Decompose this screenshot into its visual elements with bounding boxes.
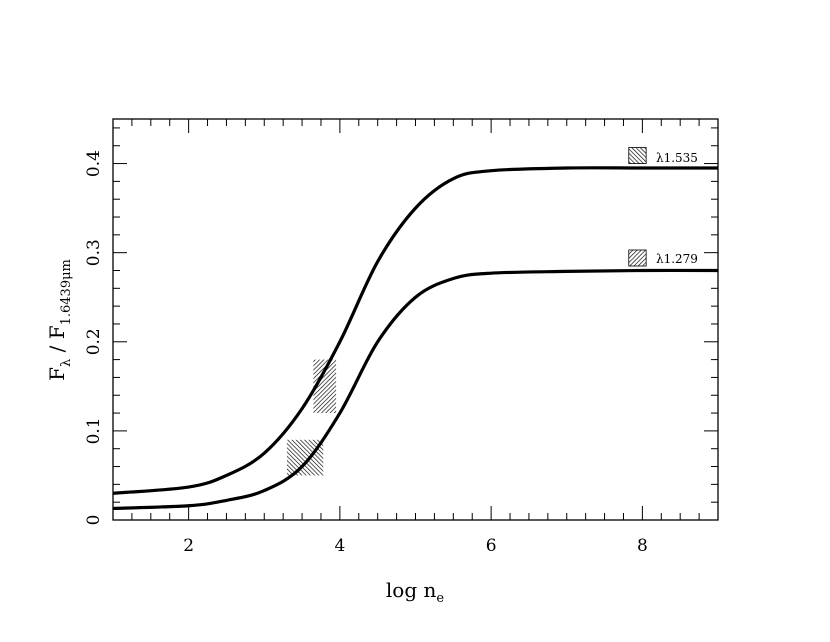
curve-label-text: λ1.279 bbox=[656, 252, 698, 266]
curve-label-swatch bbox=[628, 147, 647, 164]
plot-border bbox=[112, 118, 719, 521]
series-lines bbox=[112, 166, 719, 511]
y-axis-title: Fλ / F1.6439μm bbox=[45, 259, 74, 381]
y-tick-label: 0.3 bbox=[84, 239, 104, 266]
axis-ticks bbox=[113, 119, 718, 520]
x-tick-label: 6 bbox=[486, 536, 497, 556]
curve-label-swatch bbox=[628, 249, 647, 267]
y-tick-label: 0.4 bbox=[84, 150, 104, 177]
x-tick-label: 2 bbox=[183, 536, 194, 556]
plot-frame bbox=[112, 118, 719, 521]
observation-boxes bbox=[286, 359, 337, 476]
series-line-lower bbox=[112, 268, 719, 511]
x-axis-title: log ne bbox=[386, 578, 444, 606]
series-line-upper bbox=[112, 166, 718, 495]
y-tick-label: 0 bbox=[84, 515, 104, 526]
x-tick-label: 4 bbox=[334, 536, 345, 556]
curve-label-text: λ1.535 bbox=[656, 151, 698, 165]
x-tick-label: 8 bbox=[637, 536, 648, 556]
tick-labels: 2 4 6 8 0 0.1 0.2 0.3 0.4 bbox=[84, 150, 648, 556]
upper-curve-data-box bbox=[313, 359, 337, 414]
y-tick-label: 0.2 bbox=[84, 328, 104, 355]
y-tick-label: 0.1 bbox=[84, 417, 104, 444]
curve-labels: λ1.535 λ1.279 bbox=[628, 147, 698, 267]
